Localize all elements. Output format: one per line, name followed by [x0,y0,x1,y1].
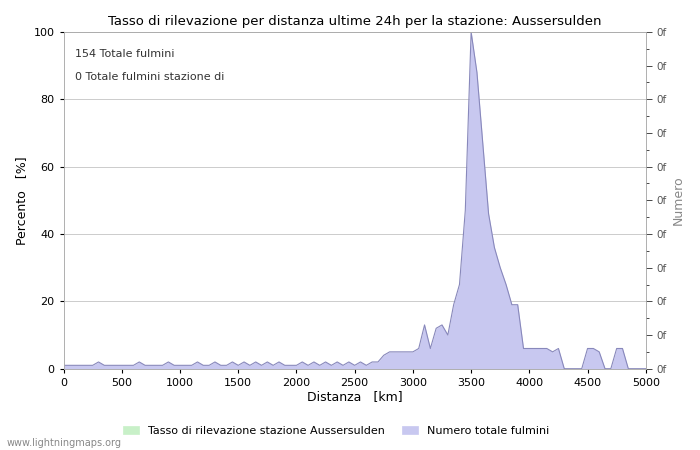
Y-axis label: Percento   [%]: Percento [%] [15,156,28,245]
Text: www.lightningmaps.org: www.lightningmaps.org [7,438,122,448]
X-axis label: Distanza   [km]: Distanza [km] [307,391,402,404]
Title: Tasso di rilevazione per distanza ultime 24h per la stazione: Aussersulden: Tasso di rilevazione per distanza ultime… [108,15,601,28]
Legend: Tasso di rilevazione stazione Aussersulden, Numero totale fulmini: Tasso di rilevazione stazione Aussersuld… [118,421,554,440]
Y-axis label: Numero: Numero [672,176,685,225]
Text: 0 Totale fulmini stazione di: 0 Totale fulmini stazione di [75,72,225,82]
Text: 154 Totale fulmini: 154 Totale fulmini [75,49,175,59]
